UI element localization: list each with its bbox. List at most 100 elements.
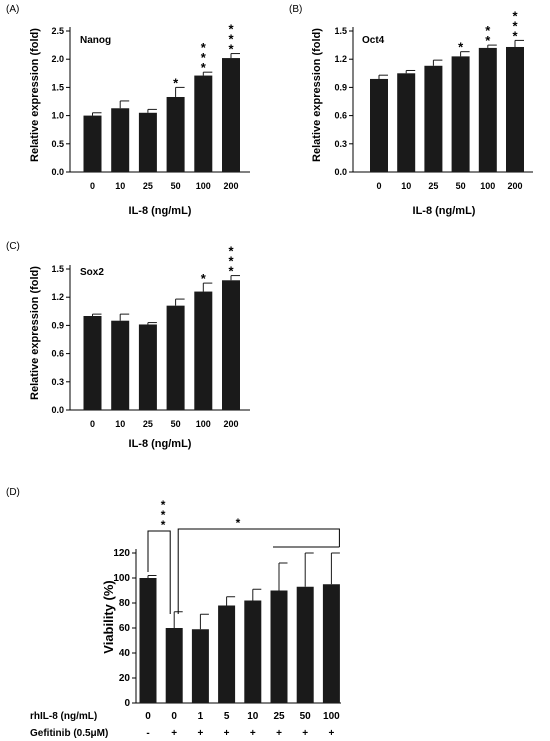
chart-b-bar xyxy=(506,46,524,173)
chart-c-significance-star: * xyxy=(228,244,234,259)
chart-d-x-tick-label: 100 xyxy=(323,711,340,722)
chart-d-bracket-star: * xyxy=(161,498,166,512)
chart-b-y-tick-label: 0.6 xyxy=(334,111,347,121)
chart-c-bar xyxy=(111,320,130,410)
chart-b-bar xyxy=(478,47,497,172)
chart-c-y-tick-label: 0.6 xyxy=(51,349,64,359)
chart-d-bracket-star: * xyxy=(236,516,241,530)
chart-a-bar xyxy=(194,75,213,172)
chart-d-bracket-0 xyxy=(147,530,171,614)
chart-d-gefitinib-label: - xyxy=(146,728,149,739)
chart-a-y-tick-label: 1.5 xyxy=(51,82,64,92)
chart-d-y-tick-label: 60 xyxy=(119,623,131,634)
chart-c-y-axis-title: Relative expression (fold) xyxy=(29,266,41,400)
chart-d-y-tick-label: 40 xyxy=(119,648,131,659)
chart-b-significance-star: * xyxy=(485,23,491,38)
chart-a-x-axis-title: IL-8 (ng/mL) xyxy=(129,205,192,217)
chart-a-bar xyxy=(111,108,130,172)
chart-d-bar xyxy=(191,629,209,703)
chart-c-y-tick-label: 1.5 xyxy=(51,264,64,274)
chart-d-x-tick-label: 1 xyxy=(198,711,204,722)
chart-a-x-tick-label: 200 xyxy=(223,181,238,191)
chart-a-y-tick-label: 1.0 xyxy=(51,111,64,121)
chart-d-bar xyxy=(270,590,288,703)
chart-d-gefitinib-label: + xyxy=(197,728,203,739)
chart-c-bar xyxy=(83,316,102,410)
chart-b-significance-star: * xyxy=(485,33,491,48)
chart-a-x-tick-label: 10 xyxy=(115,181,125,191)
chart-d-bar xyxy=(244,600,262,703)
chart-c-bar xyxy=(222,280,240,410)
chart-b-x-tick-label: 50 xyxy=(456,181,466,191)
chart-d-y-tick-label: 100 xyxy=(113,573,130,584)
chart-d-bracket-star: * xyxy=(161,508,166,522)
chart-d-bracket-star: * xyxy=(161,518,166,532)
chart-b-y-tick-label: 1.5 xyxy=(334,26,347,36)
chart-b-significance-star: * xyxy=(512,28,518,43)
chart-a-y-tick-label: 2.5 xyxy=(51,26,64,36)
chart-b-y-tick-label: 0.0 xyxy=(334,167,347,177)
chart-b-bar xyxy=(451,56,470,172)
chart-c-bar xyxy=(138,324,157,410)
chart-d-gefitinib-label: + xyxy=(224,728,230,739)
chart-c-x-tick-label: 50 xyxy=(171,419,181,429)
chart-a-significance-star: * xyxy=(228,42,234,57)
chart-a-significance-star: * xyxy=(173,75,179,90)
chart-d-x-tick-label: 0 xyxy=(171,711,177,722)
chart-a-significance-star: * xyxy=(228,22,234,37)
chart-a-y-tick-label: 0.5 xyxy=(51,139,64,149)
chart-b-x-tick-label: 200 xyxy=(507,181,522,191)
chart-b-significance-star: * xyxy=(512,8,518,23)
panel-label-d: (D) xyxy=(6,487,20,498)
chart-b-bar xyxy=(424,65,443,172)
chart-a-bar xyxy=(166,96,185,172)
chart-c-y-tick-label: 0.3 xyxy=(51,377,64,387)
chart-a-x-tick-label: 0 xyxy=(90,181,95,191)
chart-c-x-axis-title: IL-8 (ng/mL) xyxy=(129,438,192,450)
chart-a-y-axis-title: Relative expression (fold) xyxy=(29,28,41,162)
chart-a-significance-star: * xyxy=(228,32,234,47)
chart-d-gefitinib-label: + xyxy=(302,728,308,739)
chart-d-y-tick-label: 80 xyxy=(119,598,131,609)
chart-b-x-tick-label: 0 xyxy=(376,181,381,191)
panel-label-c: (C) xyxy=(6,241,20,252)
chart-b-y-tick-label: 0.3 xyxy=(334,139,347,149)
chart-c-x-tick-label: 25 xyxy=(143,419,153,429)
chart-c-significance-star: * xyxy=(228,264,234,279)
chart-c-y-tick-label: 0.0 xyxy=(51,405,64,415)
chart-a-significance-star: * xyxy=(201,40,207,55)
chart-d-x-tick-label: 25 xyxy=(273,711,285,722)
chart-d-y-tick-label: 20 xyxy=(119,673,131,684)
chart-a-significance-star: * xyxy=(201,60,207,75)
chart-d-bracket-1 xyxy=(177,528,340,614)
chart-b-x-tick-label: 100 xyxy=(480,181,495,191)
chart-a-x-tick-label: 100 xyxy=(196,181,211,191)
chart-d-gefitinib-label: + xyxy=(276,728,282,739)
chart-c-sox2: Sox2 Relative expression (fold) IL-8 (ng… xyxy=(29,244,250,450)
chart-d-bar xyxy=(296,586,314,703)
chart-d-x-tick-label: 50 xyxy=(300,711,312,722)
chart-d-y-tick-label: 0 xyxy=(124,698,130,709)
chart-c-x-tick-label: 100 xyxy=(196,419,211,429)
chart-a-bar xyxy=(83,115,102,172)
chart-d-gefitinib-label: + xyxy=(328,728,334,739)
chart-c-significance-star: * xyxy=(201,271,207,286)
chart-c-x-tick-label: 200 xyxy=(223,419,238,429)
chart-c-bar xyxy=(194,291,213,410)
chart-c-y-tick-label: 1.2 xyxy=(51,292,64,302)
chart-d-bar xyxy=(218,605,236,703)
chart-a-x-tick-label: 50 xyxy=(171,181,181,191)
chart-c-bar xyxy=(166,305,185,410)
chart-c-significance-star: * xyxy=(228,254,234,269)
chart-a-gene-label: Nanog xyxy=(80,35,111,46)
chart-d-x-tick-label: 0 xyxy=(145,711,151,722)
chart-d-bar xyxy=(165,628,183,703)
chart-b-significance-star: * xyxy=(512,18,518,33)
chart-c-x-tick-label: 10 xyxy=(115,419,125,429)
chart-d-x-tick-label: 5 xyxy=(224,711,230,722)
chart-d-bar xyxy=(139,578,157,703)
chart-b-x-tick-label: 25 xyxy=(428,181,438,191)
chart-a-significance-star: * xyxy=(201,50,207,65)
chart-a-y-tick-label: 0.0 xyxy=(51,167,64,177)
chart-b-significance-star: * xyxy=(458,40,464,55)
